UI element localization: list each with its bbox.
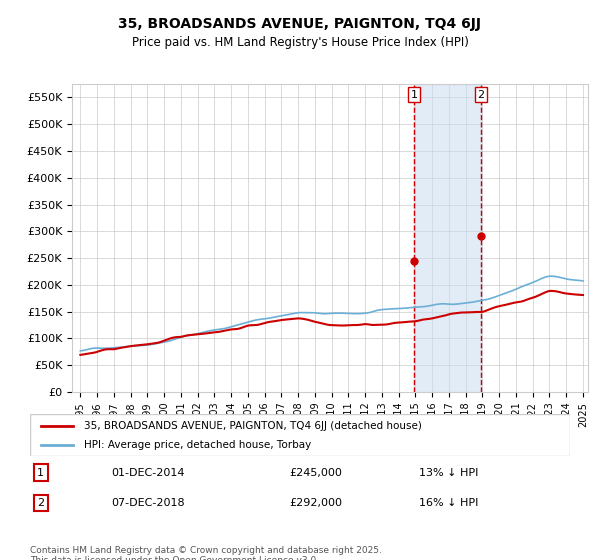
- Text: HPI: Average price, detached house, Torbay: HPI: Average price, detached house, Torb…: [84, 440, 311, 450]
- Text: 35, BROADSANDS AVENUE, PAIGNTON, TQ4 6JJ: 35, BROADSANDS AVENUE, PAIGNTON, TQ4 6JJ: [119, 17, 482, 31]
- Text: 2: 2: [478, 90, 485, 100]
- Text: Price paid vs. HM Land Registry's House Price Index (HPI): Price paid vs. HM Land Registry's House …: [131, 36, 469, 49]
- Text: Contains HM Land Registry data © Crown copyright and database right 2025.
This d: Contains HM Land Registry data © Crown c…: [30, 546, 382, 560]
- Text: £245,000: £245,000: [289, 468, 342, 478]
- Text: 2: 2: [37, 498, 44, 508]
- FancyBboxPatch shape: [30, 414, 570, 456]
- Text: 1: 1: [410, 90, 418, 100]
- Text: 35, BROADSANDS AVENUE, PAIGNTON, TQ4 6JJ (detached house): 35, BROADSANDS AVENUE, PAIGNTON, TQ4 6JJ…: [84, 421, 422, 431]
- Text: 01-DEC-2014: 01-DEC-2014: [111, 468, 185, 478]
- Text: 16% ↓ HPI: 16% ↓ HPI: [419, 498, 478, 508]
- Text: 13% ↓ HPI: 13% ↓ HPI: [419, 468, 478, 478]
- Text: 07-DEC-2018: 07-DEC-2018: [111, 498, 185, 508]
- Text: 1: 1: [37, 468, 44, 478]
- Text: £292,000: £292,000: [289, 498, 342, 508]
- Bar: [414, 84, 481, 392]
